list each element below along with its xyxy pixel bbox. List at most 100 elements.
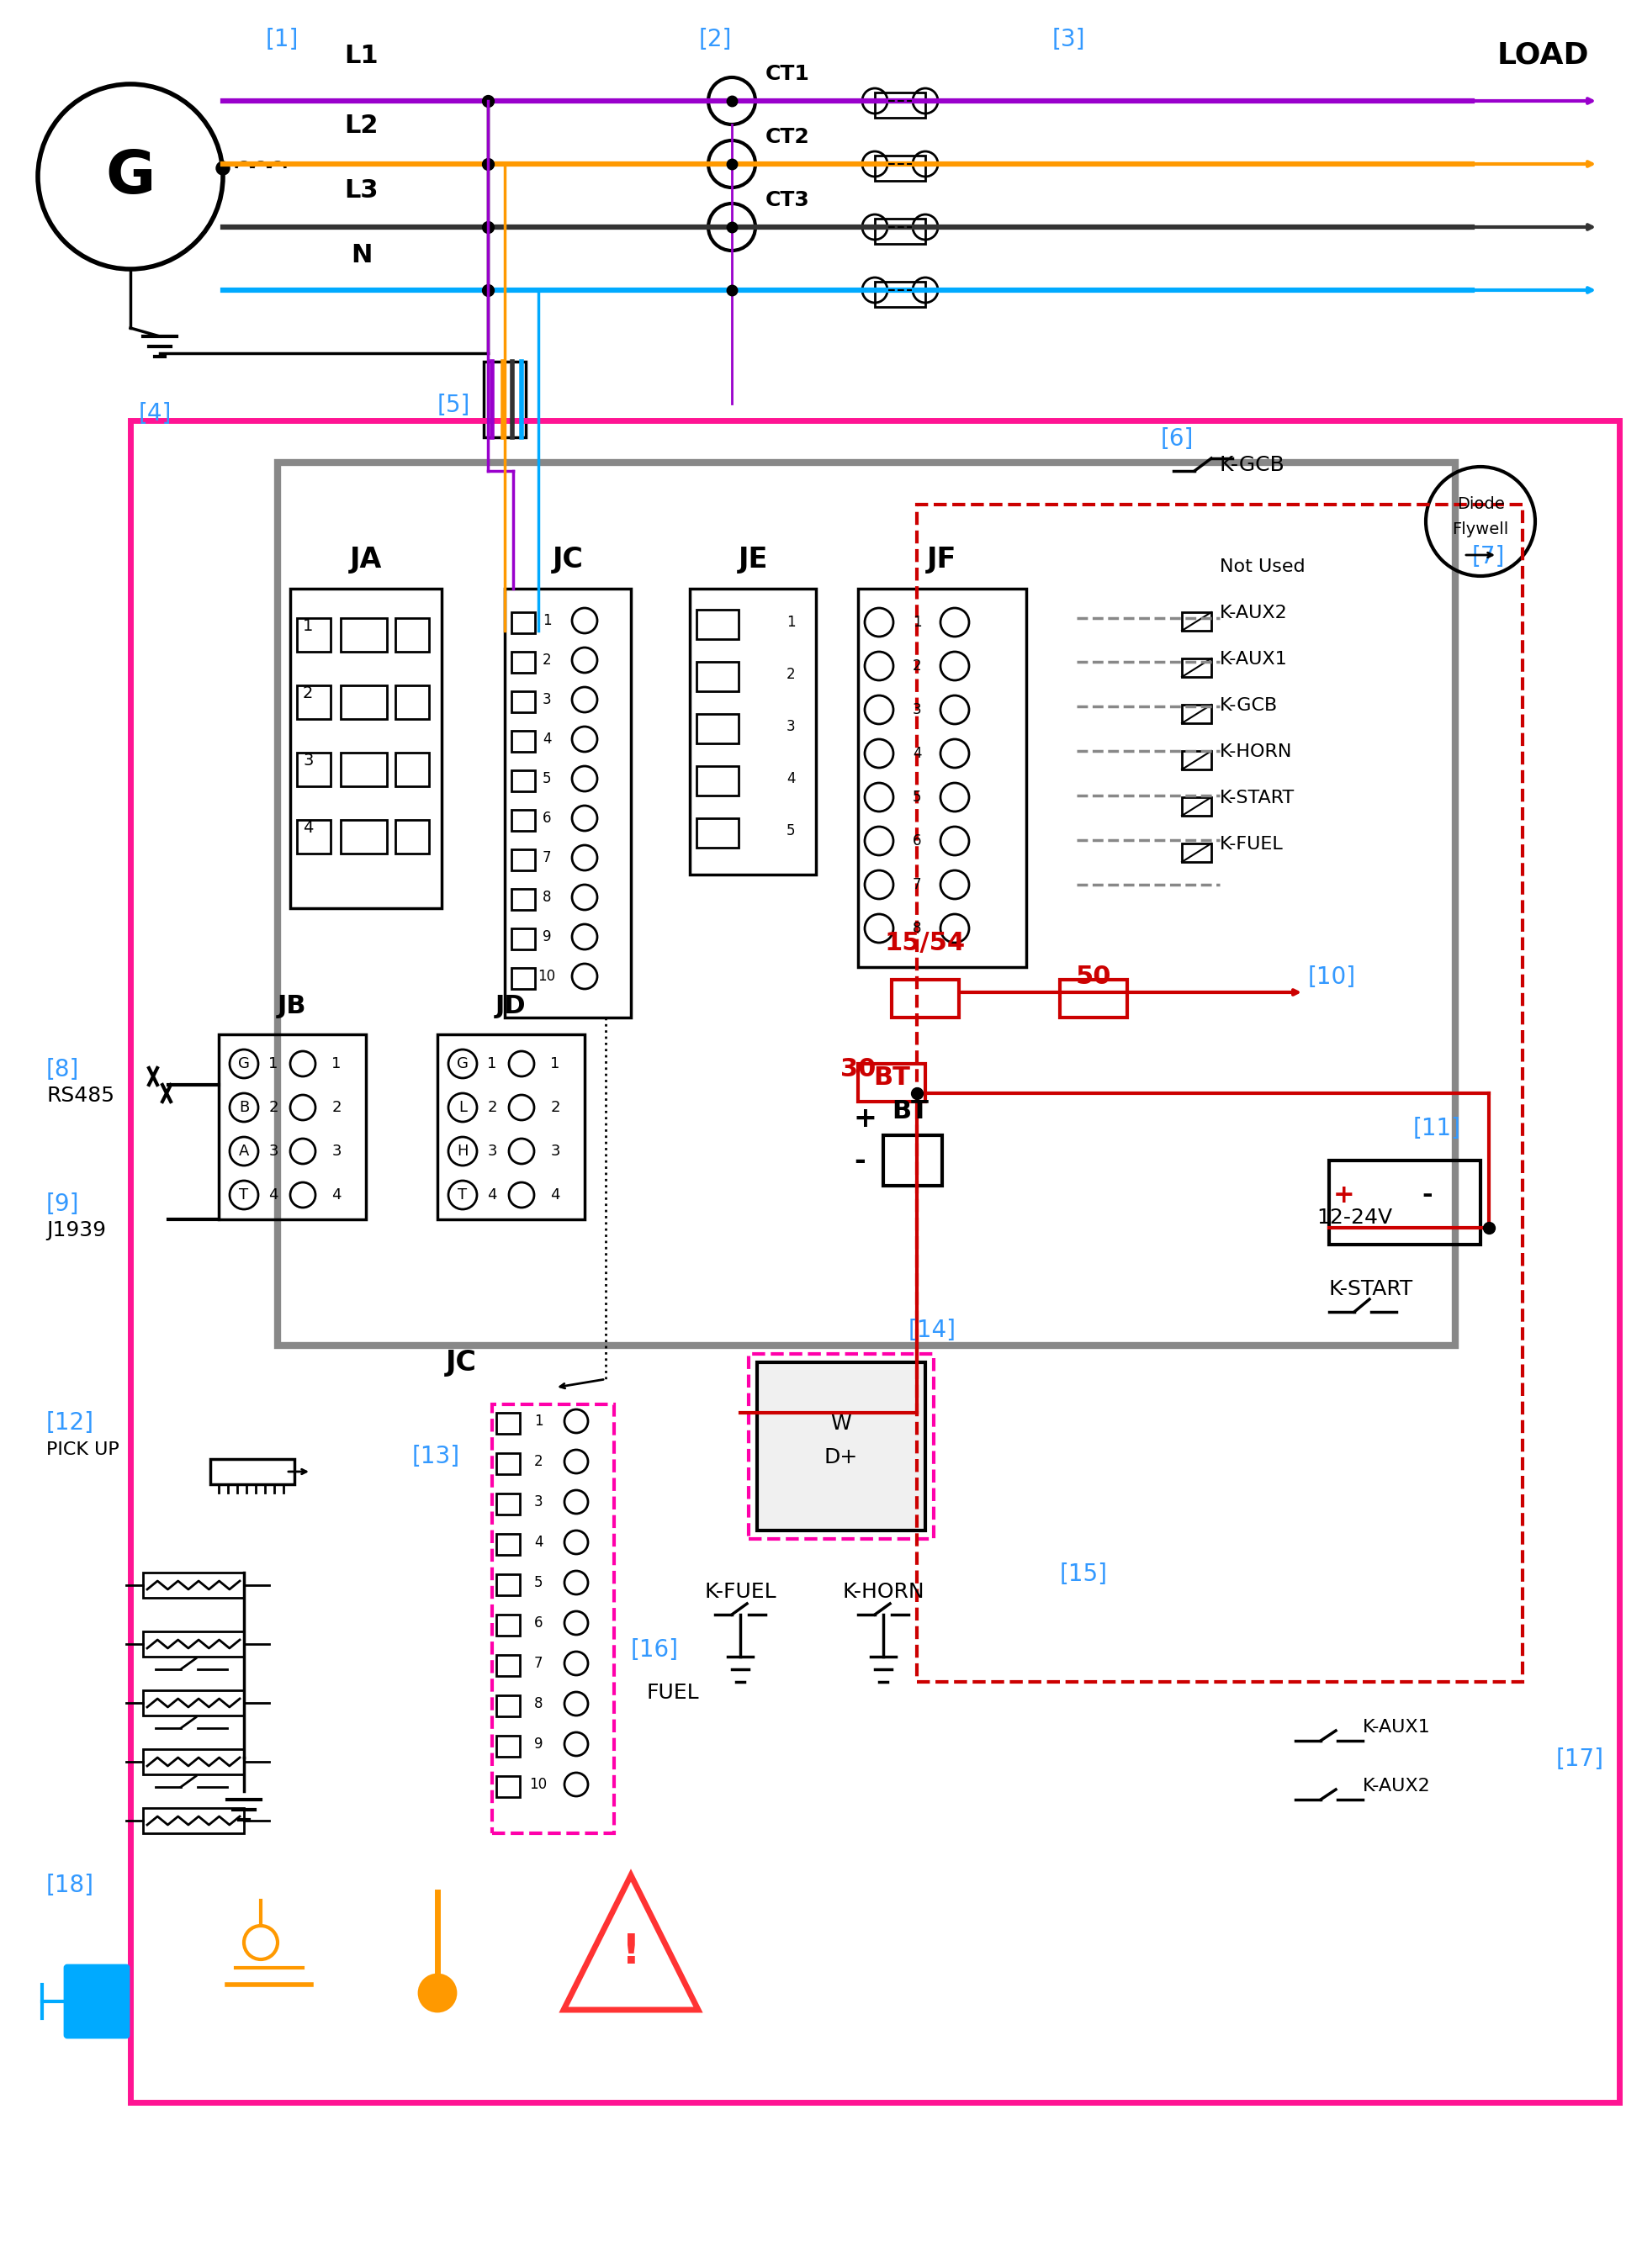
Text: [13]: [13] <box>412 1445 460 1467</box>
Bar <box>496 1776 521 1796</box>
Bar <box>875 281 926 306</box>
Text: 3: 3 <box>787 719 795 735</box>
Text: 8: 8 <box>542 889 552 905</box>
Text: 1: 1 <box>488 1057 498 1070</box>
Bar <box>340 753 388 787</box>
Bar <box>297 753 330 787</box>
Bar <box>1328 1161 1481 1245</box>
Text: 5: 5 <box>913 789 921 805</box>
Text: 1: 1 <box>542 612 552 628</box>
Text: JA: JA <box>350 547 383 574</box>
Bar <box>859 590 1026 966</box>
Text: 1: 1 <box>913 615 921 631</box>
Text: 2: 2 <box>332 1100 342 1116</box>
Text: 4: 4 <box>332 1188 342 1202</box>
Text: 2: 2 <box>787 667 795 683</box>
Bar <box>875 218 926 245</box>
Text: 1: 1 <box>787 615 795 631</box>
Text: A: A <box>238 1143 250 1159</box>
Text: 10: 10 <box>529 1776 547 1792</box>
Text: CT2: CT2 <box>765 127 810 147</box>
Text: 1: 1 <box>302 619 314 635</box>
Text: JE: JE <box>737 547 768 574</box>
Text: Not Used: Not Used <box>1220 558 1305 576</box>
Text: 7: 7 <box>534 1656 544 1672</box>
Bar <box>859 1064 926 1102</box>
Bar <box>496 1694 521 1717</box>
Bar <box>690 590 816 875</box>
Text: 5: 5 <box>542 771 552 787</box>
Text: -: - <box>1422 1184 1432 1207</box>
Bar <box>875 156 926 181</box>
Text: 2: 2 <box>550 1100 560 1116</box>
Text: 3: 3 <box>269 1143 277 1159</box>
Text: [8]: [8] <box>46 1057 79 1082</box>
Text: 4: 4 <box>488 1188 498 1202</box>
Text: 1: 1 <box>332 1057 342 1070</box>
Text: 10: 10 <box>539 968 555 984</box>
Text: [6]: [6] <box>1161 426 1194 451</box>
Text: 4: 4 <box>269 1188 277 1202</box>
Text: [5]: [5] <box>437 395 471 417</box>
Text: 9: 9 <box>542 930 552 943</box>
Bar <box>496 1615 521 1635</box>
Bar <box>1182 751 1212 769</box>
Text: J1939: J1939 <box>46 1220 107 1241</box>
Bar <box>210 1458 294 1483</box>
Bar <box>511 730 535 751</box>
Bar <box>696 662 739 692</box>
Bar <box>1059 980 1126 1018</box>
Text: 6: 6 <box>534 1615 544 1631</box>
Text: FUEL: FUEL <box>647 1683 699 1703</box>
Text: 3: 3 <box>550 1143 560 1159</box>
Text: [3]: [3] <box>1051 27 1085 52</box>
Bar <box>696 714 739 744</box>
Text: [4]: [4] <box>140 401 172 426</box>
Text: 3: 3 <box>332 1143 342 1159</box>
Bar <box>396 685 429 719</box>
Text: 2: 2 <box>913 658 921 674</box>
Bar <box>143 1631 245 1656</box>
Text: 12-24V: 12-24V <box>1317 1207 1392 1227</box>
Text: 2: 2 <box>488 1100 498 1116</box>
Text: BT: BT <box>874 1066 910 1091</box>
Text: 15/54: 15/54 <box>885 930 965 955</box>
Text: 7: 7 <box>913 878 921 891</box>
Text: 2: 2 <box>302 685 314 701</box>
Text: W: W <box>831 1413 852 1433</box>
Bar <box>297 821 330 853</box>
Text: L: L <box>458 1100 466 1116</box>
Bar <box>511 810 535 830</box>
Text: Flywell: Flywell <box>1452 522 1509 538</box>
Text: 4: 4 <box>787 771 795 787</box>
Bar <box>1182 658 1212 676</box>
Text: RS485: RS485 <box>46 1086 115 1107</box>
Bar <box>340 619 388 651</box>
Bar <box>511 612 535 633</box>
Circle shape <box>419 1975 456 2012</box>
Bar <box>496 1574 521 1594</box>
Bar <box>696 819 739 848</box>
Text: [14]: [14] <box>908 1318 956 1343</box>
Text: JF: JF <box>928 547 957 574</box>
Text: [9]: [9] <box>46 1193 79 1216</box>
Text: 8: 8 <box>534 1696 544 1712</box>
Text: 1: 1 <box>534 1413 544 1429</box>
Bar <box>1182 844 1212 862</box>
Bar <box>757 1363 926 1531</box>
Text: K-HORN: K-HORN <box>842 1581 924 1601</box>
Text: PICK UP: PICK UP <box>46 1442 120 1458</box>
Text: 4: 4 <box>534 1535 544 1549</box>
Text: JC: JC <box>552 547 583 574</box>
Bar <box>143 1690 245 1715</box>
Text: 3: 3 <box>488 1143 498 1159</box>
Text: G: G <box>456 1057 468 1070</box>
Bar <box>1182 612 1212 631</box>
Text: T: T <box>458 1188 468 1202</box>
Bar <box>496 1495 521 1515</box>
Text: [17]: [17] <box>1557 1746 1604 1771</box>
Text: 4: 4 <box>302 821 314 837</box>
Text: K-FUEL: K-FUEL <box>704 1581 777 1601</box>
Text: H: H <box>456 1143 468 1159</box>
Text: 5: 5 <box>787 823 795 839</box>
